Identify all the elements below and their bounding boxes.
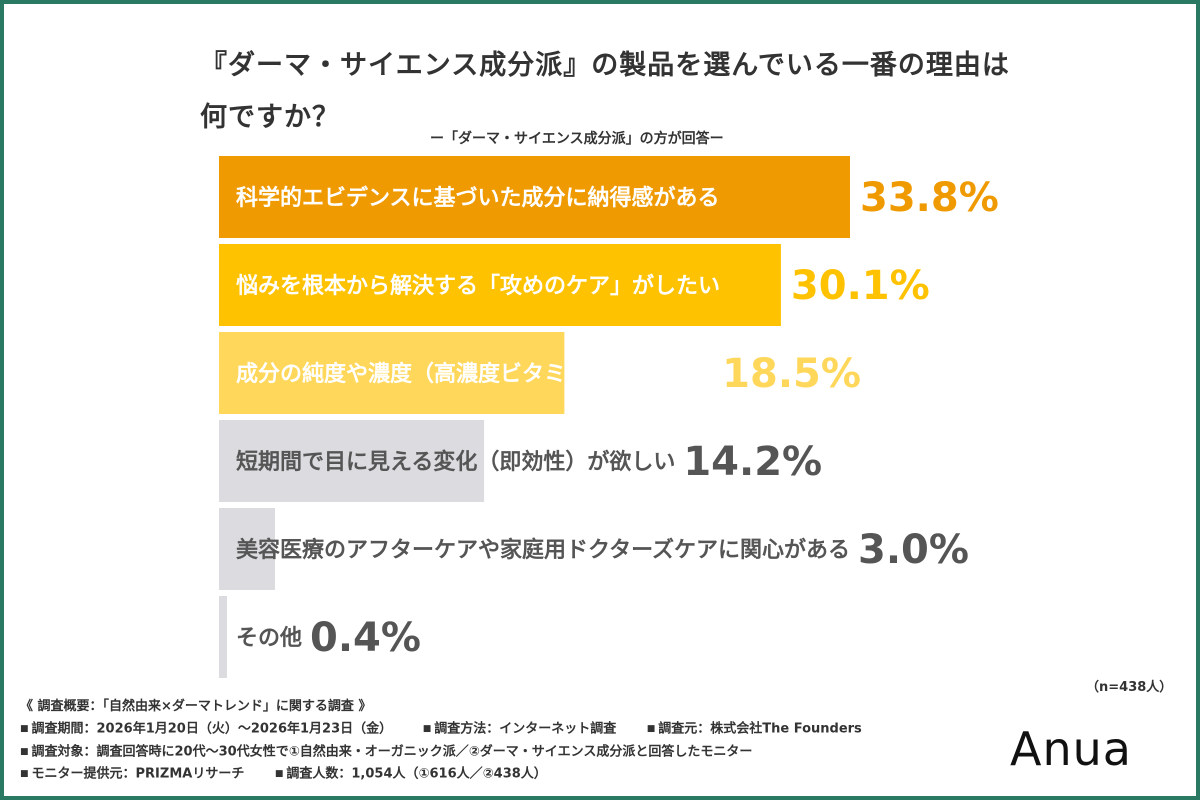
survey-period: 調査期間：2026年1月20日（火）〜2026年1月23日（金） (31, 721, 393, 737)
survey-target: 調査対象：調査回答時に20代〜30代女性で①自然由来・オーガニック派／②ダーマ・… (31, 744, 753, 759)
bullet-icon: ■ (20, 746, 29, 757)
value-label-5: 0.4% (310, 615, 421, 661)
survey-source: 調査元：株式会社The Founders (658, 721, 862, 737)
value-label-2: 18.5% (722, 351, 861, 397)
brand-logo: Anua (1010, 722, 1132, 776)
bullet-icon: ■ (422, 724, 432, 734)
sample-size-label: （n=438人） (1086, 680, 1173, 695)
bar-5 (219, 596, 227, 678)
value-label-3: 14.2% (683, 439, 822, 485)
survey-provider: モニター提供元：PRIZMAリサーチ (31, 766, 245, 782)
bullet-icon: ■ (274, 769, 284, 779)
bar-3 (219, 420, 485, 502)
bar-4 (219, 508, 276, 590)
bullet-icon: ■ (20, 724, 29, 734)
category-label-0: 科学的エビデンスに基づいた成分に納得感がある (236, 185, 720, 211)
category-label-4: 美容医療のアフターケアや家庭用ドクターズケアに関心がある (236, 537, 850, 563)
chart-subtitle: ー「ダーマ・サイエンス成分派」の方が回答ー (430, 131, 724, 147)
chart-title: 『ダーマ・サイエンス成分派』の製品を選んでいる一番の理由は何ですか？ (200, 50, 1010, 133)
category-label-5: その他 (236, 626, 302, 651)
bar-2 (219, 332, 565, 414)
value-label-4: 3.0% (858, 527, 969, 573)
survey-title: 《 調査概要：「自然由来×ダーマトレンド」に関する調査 》 (20, 699, 372, 714)
survey-footer: 《 調査概要：「自然由来×ダーマトレンド」に関する調査 》 ■ 調査期間：2026… (20, 696, 1000, 786)
category-label-3: 短期間で目に見える変化（即効性）が欲しい (236, 449, 675, 475)
value-label-0: 33.8% (860, 175, 999, 221)
category-label-1: 悩みを根本から解決する「攻めのケア」がしたい (236, 273, 720, 299)
bullet-icon: ■ (646, 724, 656, 734)
survey-method: 調査方法：インターネット調査 (434, 721, 617, 737)
bar-1 (219, 244, 781, 326)
bar-0 (219, 156, 850, 238)
survey-count: 調査人数：1,054人（①616人／②438人） (286, 766, 547, 782)
category-label-2: 成分の純度や濃度（高濃度ビタミンC等）に期待 (236, 361, 714, 387)
bullet-icon: ■ (20, 769, 29, 779)
value-label-1: 30.1% (791, 263, 930, 309)
